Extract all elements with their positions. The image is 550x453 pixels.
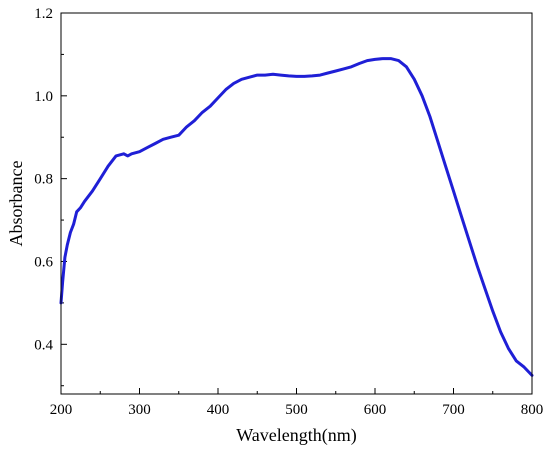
y-tick-label: 1.2	[34, 6, 53, 22]
x-axis-title: Wavelength(nm)	[236, 425, 357, 446]
tick-labels: 200 300 400 500 600 700 800 0.4 0.6 0.8 1.0 1.2	[34, 6, 543, 418]
y-tick-label: 1.0	[34, 89, 53, 105]
x-tick-label: 200	[50, 402, 73, 418]
x-tick-label: 400	[207, 402, 230, 418]
y-tick-label: 0.8	[34, 172, 53, 188]
x-tick-label: 700	[442, 402, 465, 418]
y-tick-label: 0.4	[34, 337, 53, 353]
y-axis-title: Absorbance	[6, 161, 26, 247]
plot-frame	[60, 12, 533, 395]
x-tick-label: 600	[364, 402, 387, 418]
x-tick-label: 800	[521, 402, 544, 418]
y-tick-label: 0.6	[34, 254, 53, 270]
absorbance-series-line	[59, 57, 534, 377]
x-tick-label: 300	[128, 402, 151, 418]
axis-ticks	[60, 12, 533, 394]
x-tick-label: 500	[285, 402, 308, 418]
